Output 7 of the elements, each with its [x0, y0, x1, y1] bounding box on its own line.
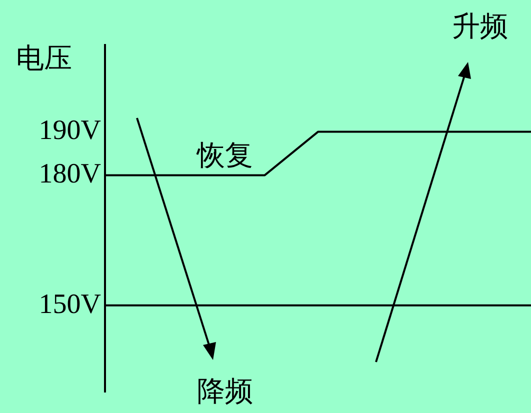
annotation: 恢复: [196, 140, 253, 172]
text: 升频: [452, 11, 508, 42]
annotation: 降频: [197, 376, 253, 408]
y-tick-label: 180V: [38, 158, 101, 190]
y-tick-label: 190V: [38, 115, 101, 146]
y-axis-title: 电压: [16, 43, 72, 74]
y-tick-label: 150V: [38, 288, 101, 320]
